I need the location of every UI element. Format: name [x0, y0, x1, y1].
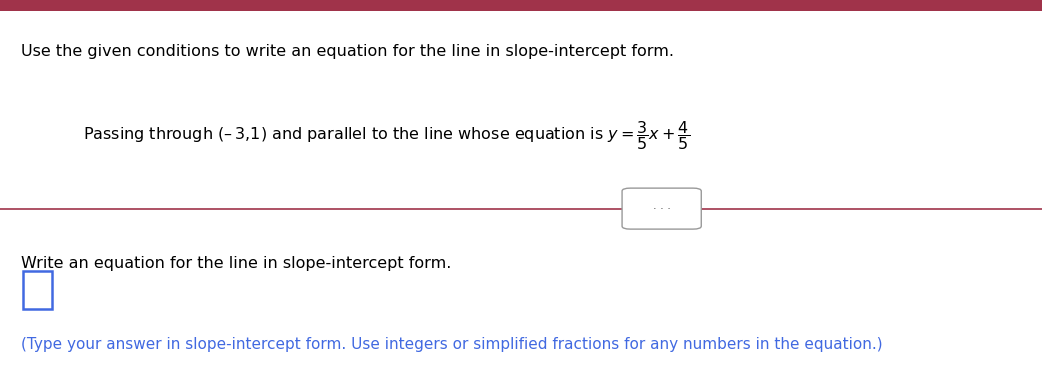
Text: Write an equation for the line in slope-intercept form.: Write an equation for the line in slope-… [21, 256, 451, 271]
Text: (Type your answer in slope-intercept form. Use integers or simplified fractions : (Type your answer in slope-intercept for… [21, 337, 883, 352]
FancyBboxPatch shape [622, 188, 701, 229]
Text: Passing through (– 3,1) and parallel to the line whose equation is $y=\dfrac{3}{: Passing through (– 3,1) and parallel to … [83, 119, 691, 152]
FancyBboxPatch shape [0, 0, 1042, 11]
Text: · · ·: · · · [652, 203, 671, 214]
Text: Use the given conditions to write an equation for the line in slope-intercept fo: Use the given conditions to write an equ… [21, 44, 674, 59]
FancyBboxPatch shape [23, 271, 52, 309]
